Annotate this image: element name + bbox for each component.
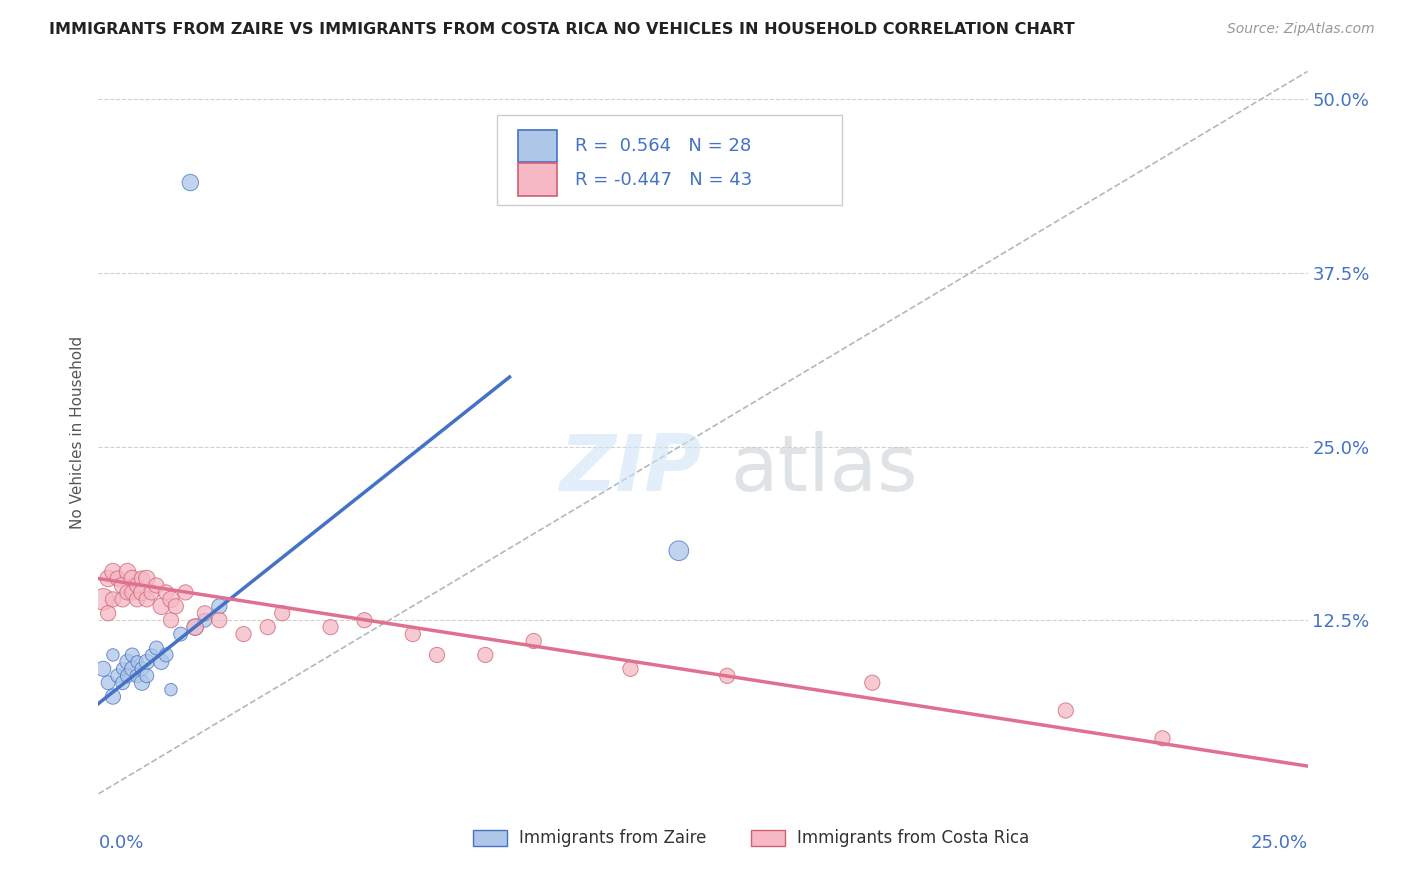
Point xyxy=(117,669,139,683)
Point xyxy=(271,607,294,621)
Point xyxy=(97,607,120,621)
Point xyxy=(121,572,143,586)
Text: 25.0%: 25.0% xyxy=(1250,834,1308,852)
Point xyxy=(150,655,173,669)
Point xyxy=(121,648,143,662)
Point xyxy=(232,627,254,641)
Point xyxy=(1152,731,1174,746)
Point xyxy=(135,669,157,683)
Point xyxy=(160,682,183,697)
Point xyxy=(474,648,496,662)
Point xyxy=(256,620,278,634)
FancyBboxPatch shape xyxy=(751,830,785,846)
Point xyxy=(165,599,187,614)
Point xyxy=(160,592,183,607)
Point xyxy=(97,675,120,690)
Point xyxy=(131,662,153,676)
Point xyxy=(111,578,134,592)
Point xyxy=(111,675,134,690)
Point xyxy=(860,675,883,690)
FancyBboxPatch shape xyxy=(498,115,842,205)
Point xyxy=(155,648,177,662)
Point xyxy=(135,572,157,586)
Point xyxy=(107,669,129,683)
Point xyxy=(619,662,641,676)
Point xyxy=(107,572,129,586)
Point xyxy=(127,655,149,669)
Point xyxy=(97,572,120,586)
Point xyxy=(208,613,231,627)
Point xyxy=(91,662,114,676)
Point xyxy=(208,599,231,614)
Point xyxy=(135,592,157,607)
Point xyxy=(523,634,546,648)
Point xyxy=(141,648,163,662)
Text: 0.0%: 0.0% xyxy=(98,834,143,852)
Point xyxy=(131,675,153,690)
Point xyxy=(101,565,124,579)
Point xyxy=(121,585,143,599)
Point xyxy=(145,578,167,592)
Point xyxy=(127,669,149,683)
Point xyxy=(117,655,139,669)
Text: R =  0.564   N = 28: R = 0.564 N = 28 xyxy=(575,136,751,155)
FancyBboxPatch shape xyxy=(517,163,557,196)
Text: IMMIGRANTS FROM ZAIRE VS IMMIGRANTS FROM COSTA RICA NO VEHICLES IN HOUSEHOLD COR: IMMIGRANTS FROM ZAIRE VS IMMIGRANTS FROM… xyxy=(49,22,1076,37)
FancyBboxPatch shape xyxy=(474,830,508,846)
Text: Immigrants from Zaire: Immigrants from Zaire xyxy=(519,829,707,847)
Point xyxy=(111,592,134,607)
Point xyxy=(111,662,134,676)
Point xyxy=(141,585,163,599)
Point xyxy=(127,592,149,607)
Point xyxy=(135,655,157,669)
Point xyxy=(716,669,738,683)
Point xyxy=(426,648,449,662)
Point xyxy=(101,690,124,704)
Point xyxy=(1054,704,1077,718)
Point xyxy=(101,592,124,607)
Point xyxy=(145,640,167,655)
Point xyxy=(194,613,217,627)
Text: R = -0.447   N = 43: R = -0.447 N = 43 xyxy=(575,170,752,189)
Y-axis label: No Vehicles in Household: No Vehicles in Household xyxy=(69,336,84,529)
Point xyxy=(402,627,425,641)
Point xyxy=(160,613,183,627)
Point xyxy=(319,620,342,634)
Point xyxy=(131,572,153,586)
Point xyxy=(179,176,201,190)
Point xyxy=(150,599,173,614)
Point xyxy=(194,607,217,621)
Point xyxy=(131,585,153,599)
Point xyxy=(353,613,375,627)
Point xyxy=(127,578,149,592)
Point xyxy=(155,585,177,599)
Text: ZIP: ZIP xyxy=(560,431,702,507)
FancyBboxPatch shape xyxy=(517,129,557,162)
Point xyxy=(174,585,197,599)
Point xyxy=(117,565,139,579)
Point xyxy=(91,592,114,607)
Text: Immigrants from Costa Rica: Immigrants from Costa Rica xyxy=(797,829,1029,847)
Point xyxy=(101,648,124,662)
Text: Source: ZipAtlas.com: Source: ZipAtlas.com xyxy=(1227,22,1375,37)
Point xyxy=(184,620,207,634)
Point xyxy=(184,620,207,634)
Text: atlas: atlas xyxy=(730,431,918,507)
Point xyxy=(668,543,690,558)
Point xyxy=(169,627,191,641)
Point xyxy=(121,662,143,676)
Point xyxy=(117,585,139,599)
